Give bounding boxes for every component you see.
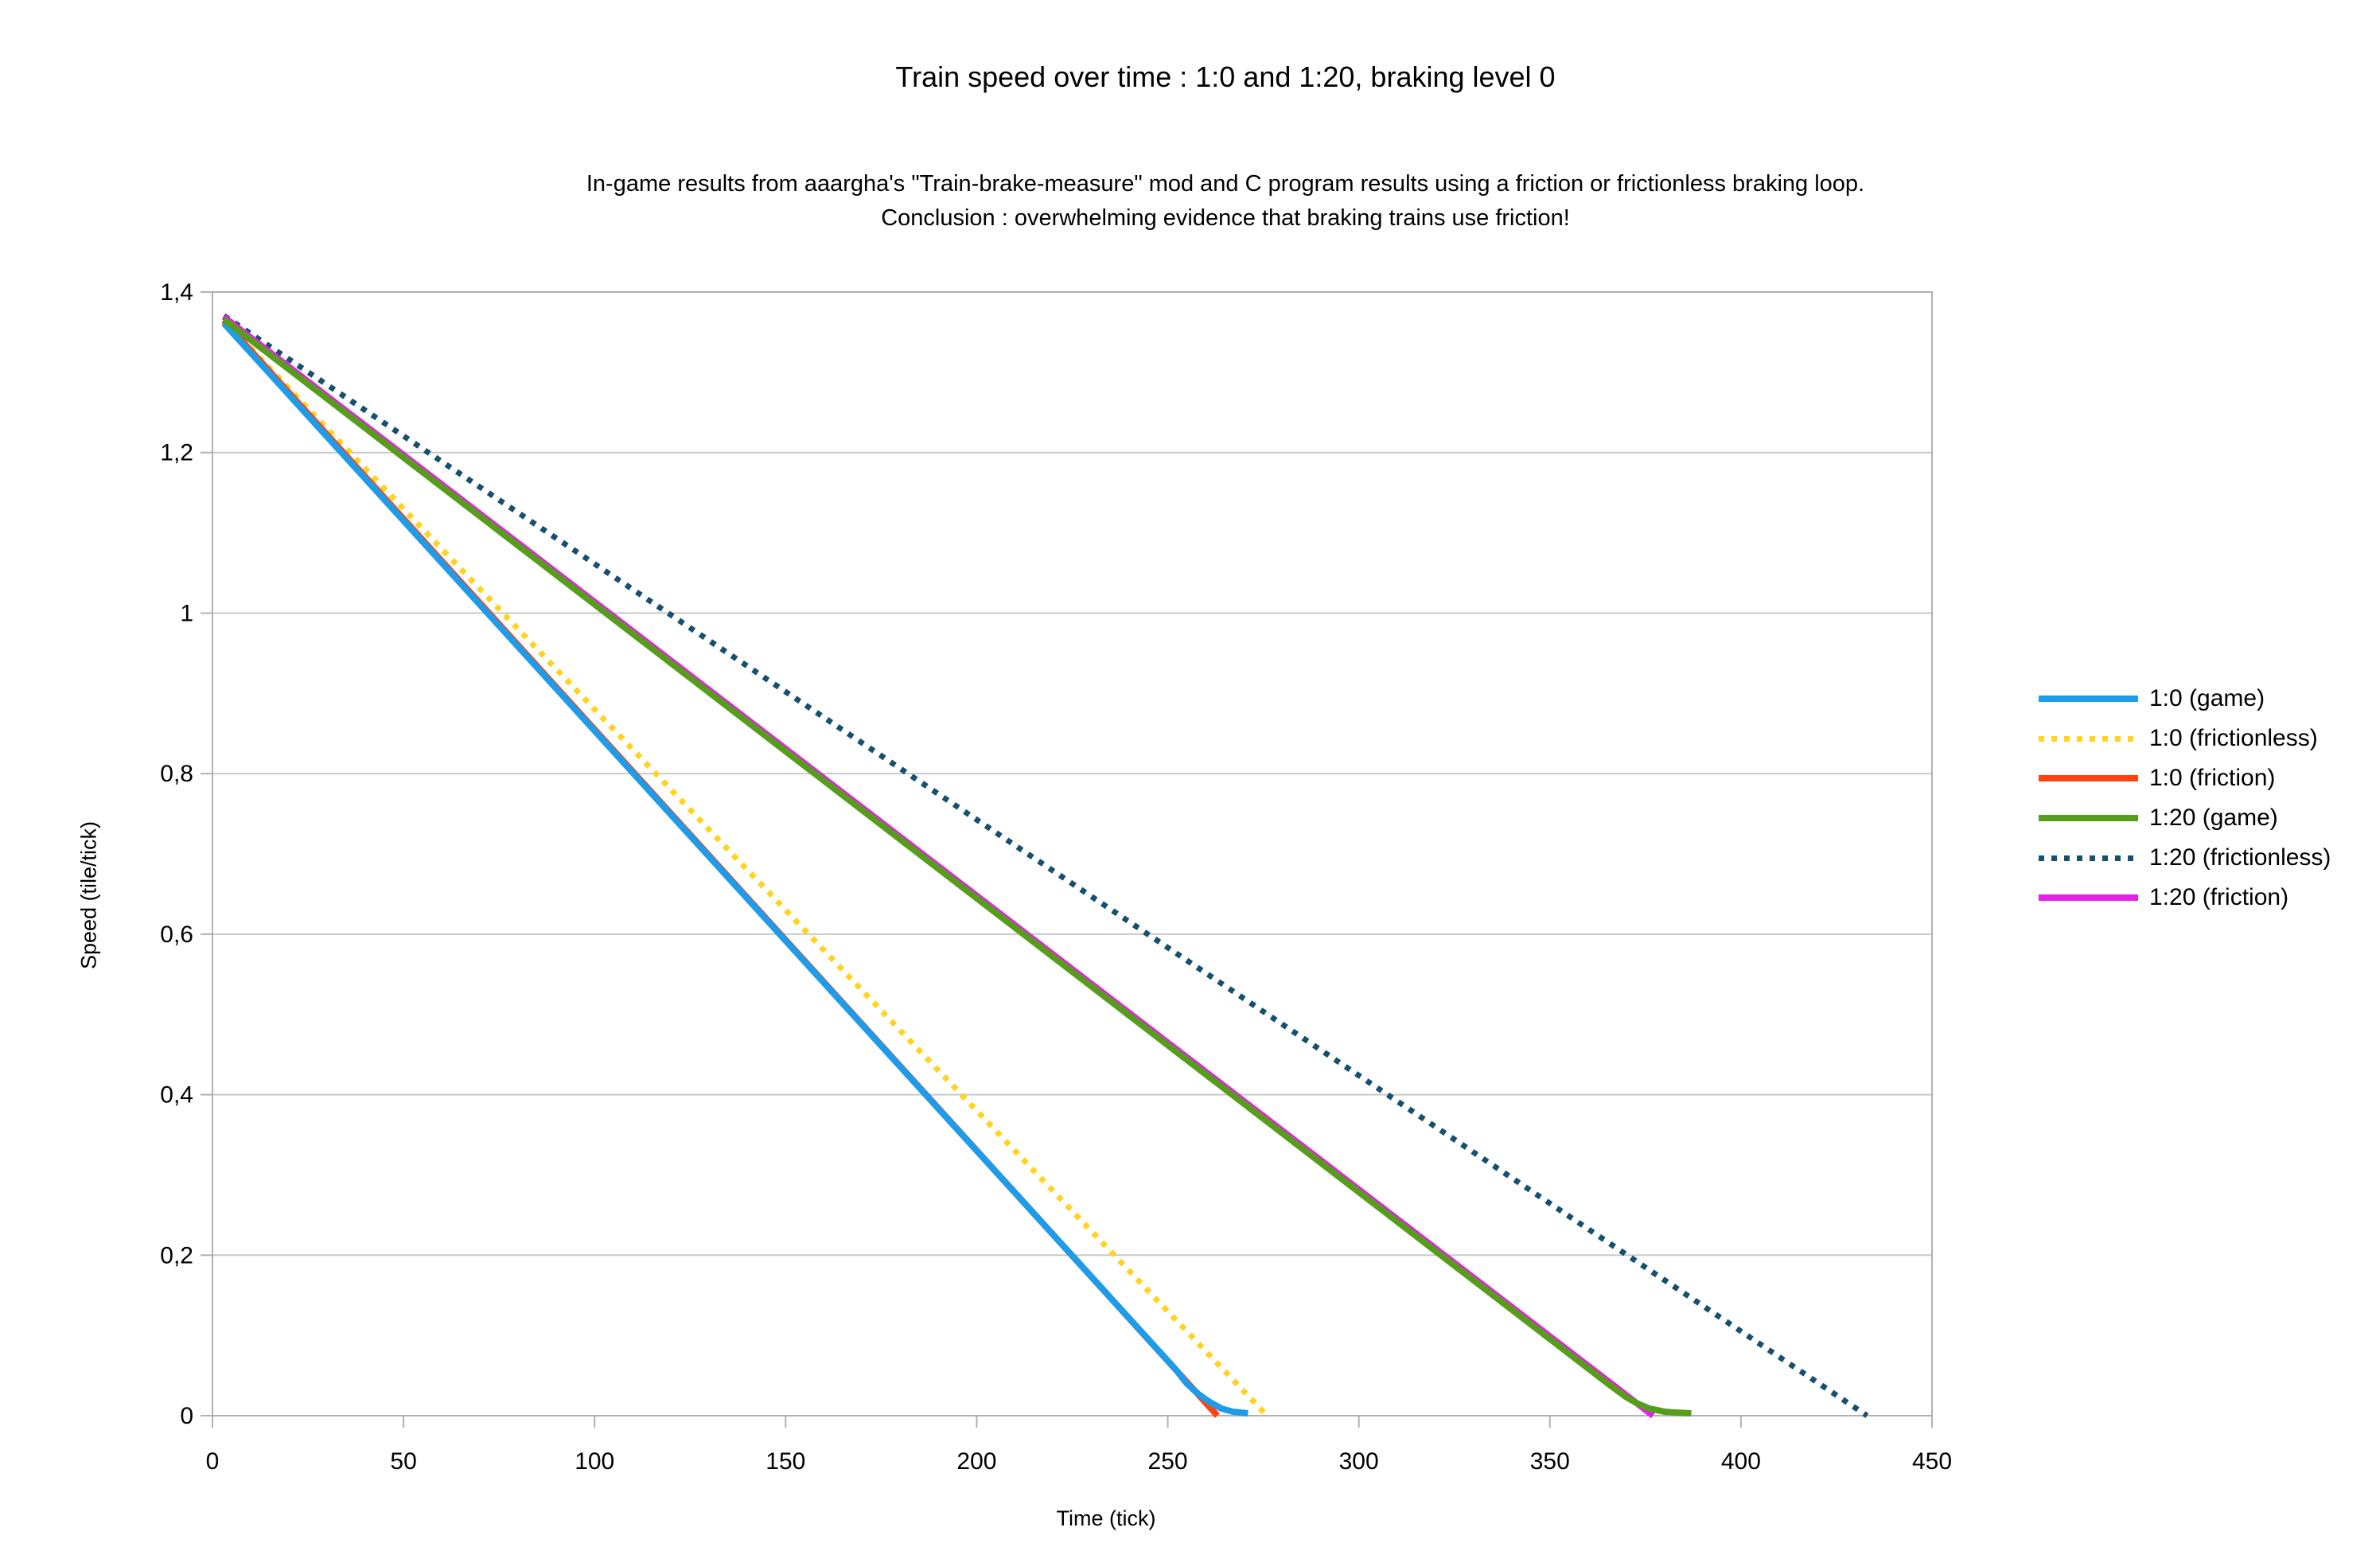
y-tick-label: 0,6 <box>160 922 193 948</box>
y-tick-label: 0,8 <box>160 761 193 787</box>
y-tick-label: 0 <box>180 1403 193 1429</box>
y-tick-label: 1 <box>180 600 193 626</box>
legend-item-1-0-game: 1:0 (game) <box>2039 679 2331 719</box>
y-tick-label: 1,2 <box>160 440 193 466</box>
legend-swatch-1-20-game <box>2039 815 2138 821</box>
plot-frame <box>212 291 1933 1416</box>
series-line-1-0-game <box>221 321 1248 1416</box>
series-line-1-20-game <box>221 317 1692 1416</box>
x-tick-label: 350 <box>1530 1448 1570 1475</box>
x-axis-title: Time (tick) <box>1056 1506 1156 1530</box>
subtitle-line-2: Conclusion : overwhelming evidence that … <box>881 205 1570 231</box>
x-tick-label: 300 <box>1339 1448 1379 1475</box>
legend-item-1-20-game: 1:20 (game) <box>2039 798 2331 838</box>
y-tick-label: 1,4 <box>160 279 193 306</box>
chart-title: Train speed over time : 1:0 and 1:20, br… <box>895 60 1556 93</box>
legend-item-1-0-friction: 1:0 (friction) <box>2039 758 2331 798</box>
series-line-1-20-frictionless <box>222 313 1869 1418</box>
x-tick-label: 100 <box>575 1448 614 1475</box>
subtitle-line-1: In-game results from aaargha's "Train-br… <box>586 171 1865 197</box>
x-tick-label: 450 <box>1912 1448 1952 1475</box>
chart-legend: 1:0 (game) 1:0 (frictionless) 1:0 (frictio… <box>2039 679 2331 918</box>
chart-subtitle: In-game results from aaargha's "Train-br… <box>72 167 2379 236</box>
legend-item-1-20-friction: 1:20 (friction) <box>2039 878 2331 918</box>
legend-label-1-0-game: 1:0 (game) <box>2149 685 2265 711</box>
y-axis-title: Speed (tile/tick) <box>76 820 101 970</box>
legend-swatch-1-20-frictionless <box>2039 855 2138 861</box>
x-tick-label: 150 <box>765 1448 805 1475</box>
legend-label-1-0-friction: 1:0 (friction) <box>2149 765 2276 791</box>
x-tick-label: 400 <box>1721 1448 1761 1475</box>
y-tick-label: 0,4 <box>160 1082 193 1109</box>
legend-label-1-20-friction: 1:20 (friction) <box>2149 884 2289 910</box>
legend-swatch-1-0-friction <box>2039 775 2138 781</box>
x-tick-label: 0 <box>206 1448 220 1475</box>
x-tick-label: 200 <box>956 1448 996 1475</box>
x-tick-label: 50 <box>390 1448 416 1475</box>
legend-item-1-0-frictionless: 1:0 (frictionless) <box>2039 719 2331 758</box>
legend-label-1-20-frictionless: 1:20 (frictionless) <box>2149 844 2331 871</box>
x-tick-label: 250 <box>1148 1448 1188 1475</box>
legend-label-1-20-game: 1:20 (game) <box>2149 805 2278 831</box>
legend-swatch-1-20-friction <box>2039 894 2138 901</box>
legend-swatch-1-0-game <box>2039 696 2138 702</box>
y-tick-label: 0,2 <box>160 1242 193 1268</box>
series-line-1-0-frictionless <box>221 318 1269 1418</box>
legend-swatch-1-0-frictionless <box>2039 735 2138 742</box>
legend-label-1-0-frictionless: 1:0 (frictionless) <box>2149 725 2318 751</box>
legend-item-1-20-frictionless: 1:20 (frictionless) <box>2039 838 2331 878</box>
